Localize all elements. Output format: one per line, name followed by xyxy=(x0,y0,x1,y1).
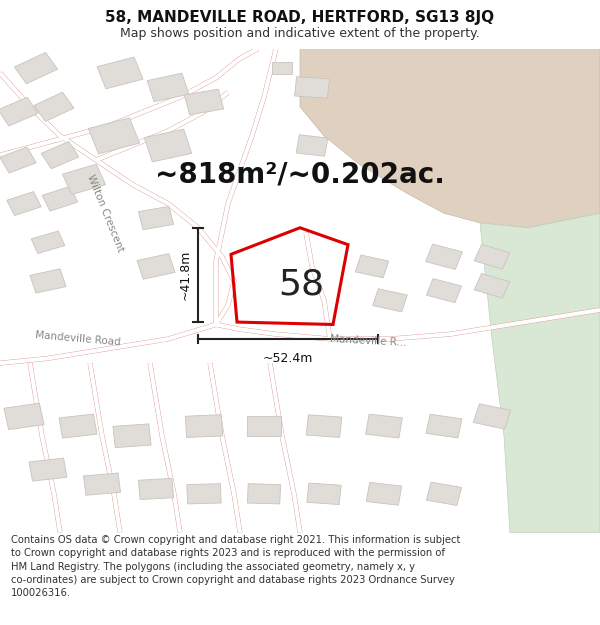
Polygon shape xyxy=(185,415,223,437)
Polygon shape xyxy=(373,289,407,312)
Polygon shape xyxy=(355,255,389,278)
Polygon shape xyxy=(139,206,173,229)
Text: Wilton Crescent: Wilton Crescent xyxy=(85,173,125,253)
Polygon shape xyxy=(4,403,44,429)
Polygon shape xyxy=(474,244,510,269)
Polygon shape xyxy=(34,92,74,121)
Polygon shape xyxy=(307,483,341,504)
Polygon shape xyxy=(184,89,224,115)
Polygon shape xyxy=(137,254,175,279)
Polygon shape xyxy=(59,414,97,438)
Polygon shape xyxy=(366,482,402,505)
Text: ~41.8m: ~41.8m xyxy=(178,250,191,300)
Text: Mandeville Road: Mandeville Road xyxy=(35,330,121,348)
Polygon shape xyxy=(480,213,600,532)
Polygon shape xyxy=(42,186,78,211)
Polygon shape xyxy=(144,129,192,162)
Polygon shape xyxy=(187,484,221,504)
Polygon shape xyxy=(425,244,463,269)
Polygon shape xyxy=(300,49,600,227)
Polygon shape xyxy=(0,147,36,173)
Polygon shape xyxy=(306,415,342,437)
Polygon shape xyxy=(83,473,121,495)
Text: Contains OS data © Crown copyright and database right 2021. This information is : Contains OS data © Crown copyright and d… xyxy=(11,535,460,598)
Text: ~52.4m: ~52.4m xyxy=(263,352,313,365)
Polygon shape xyxy=(7,192,41,216)
Polygon shape xyxy=(247,484,281,504)
Polygon shape xyxy=(474,274,510,298)
Polygon shape xyxy=(296,135,328,156)
Polygon shape xyxy=(14,52,58,84)
Text: 58, MANDEVILLE ROAD, HERTFORD, SG13 8JQ: 58, MANDEVILLE ROAD, HERTFORD, SG13 8JQ xyxy=(106,10,494,25)
Polygon shape xyxy=(272,62,292,74)
Polygon shape xyxy=(113,424,151,448)
Polygon shape xyxy=(31,231,65,254)
Polygon shape xyxy=(147,73,189,102)
Text: 58: 58 xyxy=(279,268,325,301)
Polygon shape xyxy=(139,478,173,499)
Polygon shape xyxy=(427,279,461,302)
Polygon shape xyxy=(29,458,67,481)
Text: Map shows position and indicative extent of the property.: Map shows position and indicative extent… xyxy=(120,27,480,40)
Polygon shape xyxy=(97,57,143,89)
Polygon shape xyxy=(247,416,281,436)
Polygon shape xyxy=(365,414,403,438)
Polygon shape xyxy=(30,269,66,293)
Polygon shape xyxy=(62,164,106,194)
Polygon shape xyxy=(88,118,140,154)
Polygon shape xyxy=(473,404,511,429)
Polygon shape xyxy=(427,482,461,506)
Polygon shape xyxy=(0,98,38,126)
Polygon shape xyxy=(426,414,462,438)
Text: ~818m²/~0.202ac.: ~818m²/~0.202ac. xyxy=(155,161,445,189)
Text: Mandeville R...: Mandeville R... xyxy=(330,334,407,348)
Polygon shape xyxy=(295,77,329,98)
Polygon shape xyxy=(41,142,79,169)
